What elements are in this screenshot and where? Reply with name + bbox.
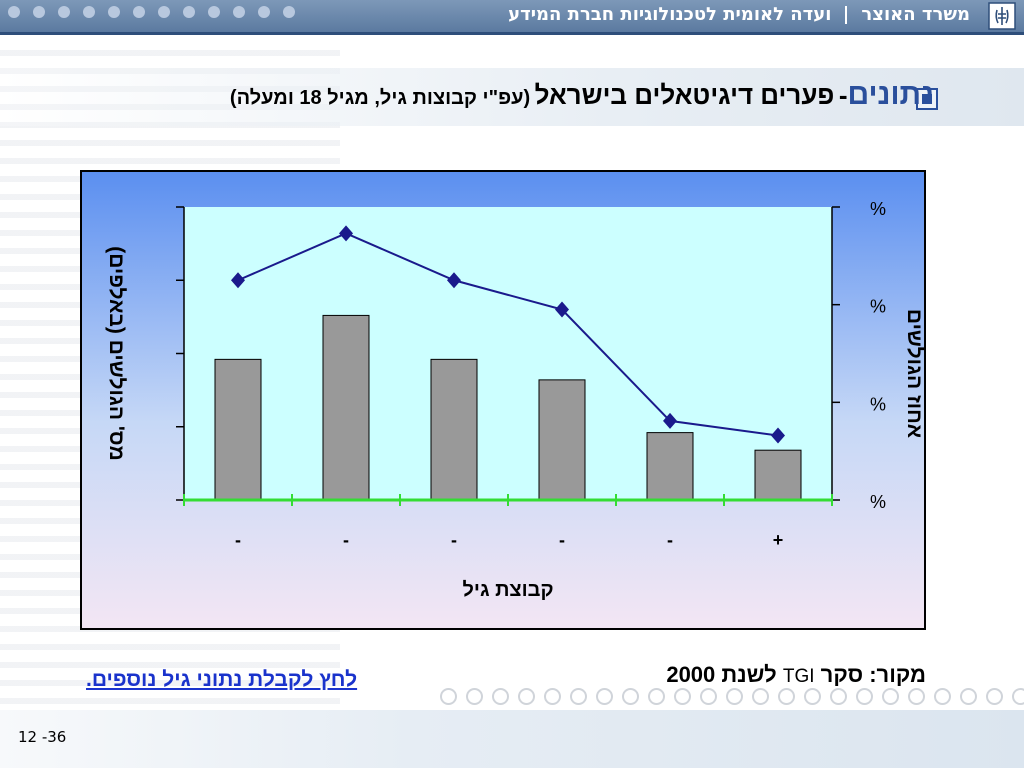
x-tick-label: + xyxy=(773,530,784,550)
bottom-band xyxy=(0,710,1024,768)
source-tgi: TGI xyxy=(782,666,815,687)
x-tick-label: - xyxy=(235,530,241,550)
line-point xyxy=(231,272,245,289)
y2-tick-label: % xyxy=(870,199,886,219)
bar xyxy=(322,314,370,501)
x-tick-label: - xyxy=(667,530,673,550)
line-point xyxy=(771,427,785,444)
x-tick-label: - xyxy=(451,530,457,550)
title-separator: - xyxy=(838,80,848,110)
y2-tick-label: % xyxy=(870,492,886,512)
line-point xyxy=(339,225,353,242)
state-emblem-icon xyxy=(988,2,1016,30)
line-point xyxy=(447,272,461,289)
committee-name: ועדה לאומית לטכנולוגיות חברת המידע xyxy=(508,4,832,25)
bar xyxy=(646,432,694,501)
x-tick-label: - xyxy=(559,530,565,550)
page-number: 12 -36 xyxy=(18,728,67,746)
x-axis-title: קבוצת גיל xyxy=(462,579,553,601)
banner-dots xyxy=(8,6,295,18)
bar xyxy=(430,358,478,501)
line-point xyxy=(663,412,677,429)
chart-container: %%%% - - - - - + קבוצת גיל מס' הגולשים (באלפים) א… xyxy=(80,170,926,630)
y2-tick-label: % xyxy=(870,297,886,317)
title-band xyxy=(0,68,1024,126)
line-point xyxy=(555,301,569,318)
y-axis-title-right: אחוז הגולשים xyxy=(903,309,924,438)
organization-header: משרד האוצר ועדה לאומית לטכנולוגיות חברת … xyxy=(508,4,970,25)
more-age-data-link[interactable]: לחץ לקבלת נתוני גיל נוספים. xyxy=(86,668,358,691)
title-subtitle: (עפ"י קבוצות גיל, מגיל 18 ומעלה) xyxy=(229,87,531,109)
bar xyxy=(754,449,802,501)
source-note: מקור: סקר TGI לשנת 2000 xyxy=(666,662,926,688)
title-bullet-icon xyxy=(916,88,938,110)
top-banner: משרד האוצר ועדה לאומית לטכנולוגיות חברת … xyxy=(0,0,1024,35)
x-tick-label: - xyxy=(343,530,349,550)
ministry-name: משרד האוצר xyxy=(861,4,970,25)
plot-area xyxy=(184,207,832,500)
title-word: נתונים xyxy=(847,78,934,111)
y-axis-title-left: מס' הגולשים (באלפים) xyxy=(105,246,128,461)
bar xyxy=(214,358,262,501)
decorative-rings xyxy=(440,688,1024,705)
title-main: פערים דיגיטאלים בישראל xyxy=(534,80,835,110)
slide-title: נתונים- פערים דיגיטאלים בישראל (עפ"י קבו… xyxy=(230,78,934,112)
series-line xyxy=(237,232,779,437)
source-prefix: מקור: סקר xyxy=(820,662,926,687)
combo-chart: %%%% - - - - - + קבוצת גיל מס' הגולשים (באלפים) א… xyxy=(105,199,926,601)
y2-tick-label: % xyxy=(870,394,886,414)
source-suffix: לשנת 2000 xyxy=(666,662,777,687)
bar xyxy=(538,379,586,501)
